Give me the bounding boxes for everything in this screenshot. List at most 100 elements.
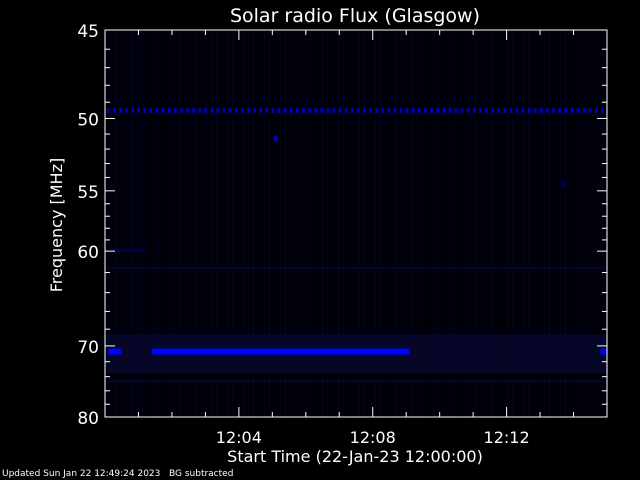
texture-column: [359, 30, 360, 417]
texture-column: [248, 30, 249, 417]
band-segment: [283, 107, 287, 113]
texture-column: [549, 30, 550, 417]
texture-column: [227, 30, 228, 417]
texture-column: [364, 30, 365, 417]
texture-column: [475, 30, 476, 417]
band-segment: [314, 107, 317, 113]
texture-column: [116, 30, 117, 417]
texture-column: [253, 30, 254, 417]
band-segment: [509, 107, 513, 113]
y-tick-label: 50: [77, 110, 99, 130]
band-segment: [235, 107, 238, 113]
band-segment: [131, 107, 134, 113]
band-segment: [448, 107, 452, 113]
texture-column: [301, 30, 302, 417]
band-segment: [588, 107, 592, 113]
texture-column: [375, 30, 376, 417]
band-49.5mhz: [107, 107, 604, 113]
y-tick-label: 80: [77, 409, 99, 429]
texture-column: [470, 30, 471, 417]
texture-column: [380, 30, 381, 417]
band-segment: [521, 107, 525, 113]
band-segment: [357, 107, 360, 113]
texture-column: [343, 30, 344, 417]
band-segment: [143, 107, 147, 113]
texture-column: [195, 30, 196, 417]
band-segment: [338, 107, 342, 113]
y-tick-label: 70: [77, 338, 99, 358]
band-segment: [442, 107, 445, 113]
texture-column: [338, 30, 339, 417]
texture-column: [417, 30, 418, 417]
band-segment: [582, 107, 586, 113]
band-segment: [351, 107, 354, 113]
band-segment: [491, 107, 494, 113]
band-segment: [412, 107, 415, 113]
band-segment: [105, 248, 146, 252]
texture-column: [523, 30, 524, 417]
band-segment: [503, 107, 506, 113]
texture-column: [438, 30, 439, 417]
band-segment: [229, 107, 232, 113]
band-segment: [155, 107, 159, 113]
texture-column: [169, 30, 170, 417]
band-segment: [161, 107, 165, 113]
texture-column: [412, 30, 413, 417]
axes: 45 50 55 60 70 80 12:04 12:08 12:12: [77, 22, 608, 447]
band-segment: [369, 107, 372, 113]
texture-column: [449, 30, 450, 417]
texture-column: [602, 30, 603, 417]
y-tick-label: 55: [77, 183, 99, 203]
band-segment: [479, 107, 482, 113]
band-segment: [326, 107, 330, 113]
band-segment: [241, 107, 244, 113]
band-segment: [277, 107, 281, 113]
chart-title: Solar radio Flux (Glasgow): [230, 5, 480, 27]
texture-column: [322, 30, 323, 417]
band-segment: [601, 107, 604, 113]
band-70.7mhz: [108, 348, 122, 355]
texture-column: [586, 30, 587, 417]
band-segment: [108, 348, 122, 355]
spectrogram-image: [105, 30, 607, 417]
band-segment: [552, 107, 555, 113]
band-segment: [436, 107, 439, 113]
texture-column: [507, 30, 508, 417]
faint-line: [105, 267, 607, 270]
band-segment: [308, 107, 311, 113]
band-segment: [247, 107, 250, 113]
band-segment: [534, 107, 537, 113]
band-segment: [265, 107, 269, 113]
band-segment: [344, 107, 348, 113]
texture-column: [433, 30, 434, 417]
band-segment: [290, 107, 293, 113]
faint-line: [105, 380, 607, 383]
texture-column: [142, 30, 143, 417]
texture-column: [179, 30, 180, 417]
footer-status: Updated Sun Jan 22 12:49:24 2023 BG subt…: [2, 469, 233, 479]
band-segment: [271, 107, 275, 113]
x-tick-label: 12:12: [484, 428, 530, 447]
band-segment: [119, 107, 122, 113]
x-tick-label: 12:08: [350, 428, 396, 447]
band-segment: [454, 107, 458, 113]
band-segment: [387, 107, 391, 113]
band-70.7mhz: [151, 348, 410, 355]
texture-column: [243, 30, 244, 417]
texture-column: [512, 30, 513, 417]
band-segment: [296, 107, 299, 113]
band-segment: [168, 107, 171, 113]
band-segment: [302, 107, 305, 113]
texture-column: [486, 30, 487, 417]
band-segment: [192, 107, 195, 113]
band-segment: [558, 107, 561, 113]
band-segment: [113, 107, 116, 113]
band-segment: [332, 107, 336, 113]
texture-column: [454, 30, 455, 417]
band-segment: [198, 107, 201, 113]
texture-column: [158, 30, 159, 417]
texture-column: [290, 30, 291, 417]
texture-column: [597, 30, 598, 417]
texture-column: [137, 30, 138, 417]
band-segment: [210, 107, 214, 113]
